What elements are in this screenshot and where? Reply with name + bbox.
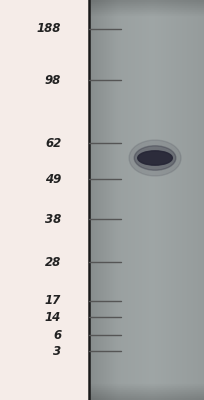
Text: 49: 49: [45, 173, 61, 186]
Text: 14: 14: [45, 311, 61, 324]
Text: 3: 3: [53, 345, 61, 358]
Text: 6: 6: [53, 329, 61, 342]
Text: 28: 28: [45, 256, 61, 268]
Ellipse shape: [129, 140, 181, 176]
Text: 62: 62: [45, 137, 61, 150]
Text: 98: 98: [45, 74, 61, 86]
Bar: [0, 0, 89, 400]
Text: 38: 38: [45, 213, 61, 226]
Text: 17: 17: [45, 294, 61, 307]
Text: 188: 188: [37, 22, 61, 35]
Ellipse shape: [134, 146, 176, 170]
Ellipse shape: [138, 151, 172, 165]
